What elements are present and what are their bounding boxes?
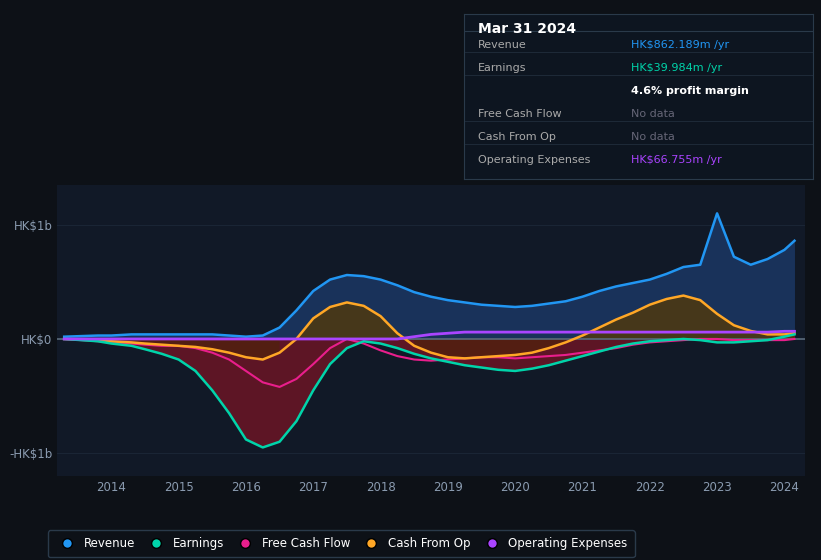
- Legend: Revenue, Earnings, Free Cash Flow, Cash From Op, Operating Expenses: Revenue, Earnings, Free Cash Flow, Cash …: [48, 530, 635, 557]
- Text: Earnings: Earnings: [478, 63, 526, 73]
- Text: No data: No data: [631, 132, 675, 142]
- Text: HK$862.189m /yr: HK$862.189m /yr: [631, 40, 730, 50]
- Text: Cash From Op: Cash From Op: [478, 132, 556, 142]
- Text: Operating Expenses: Operating Expenses: [478, 155, 590, 165]
- Text: Mar 31 2024: Mar 31 2024: [478, 22, 576, 36]
- Text: 4.6% profit margin: 4.6% profit margin: [631, 86, 750, 96]
- Text: HK$66.755m /yr: HK$66.755m /yr: [631, 155, 722, 165]
- Text: Revenue: Revenue: [478, 40, 526, 50]
- Text: HK$39.984m /yr: HK$39.984m /yr: [631, 63, 722, 73]
- Text: No data: No data: [631, 109, 675, 119]
- Text: Free Cash Flow: Free Cash Flow: [478, 109, 562, 119]
